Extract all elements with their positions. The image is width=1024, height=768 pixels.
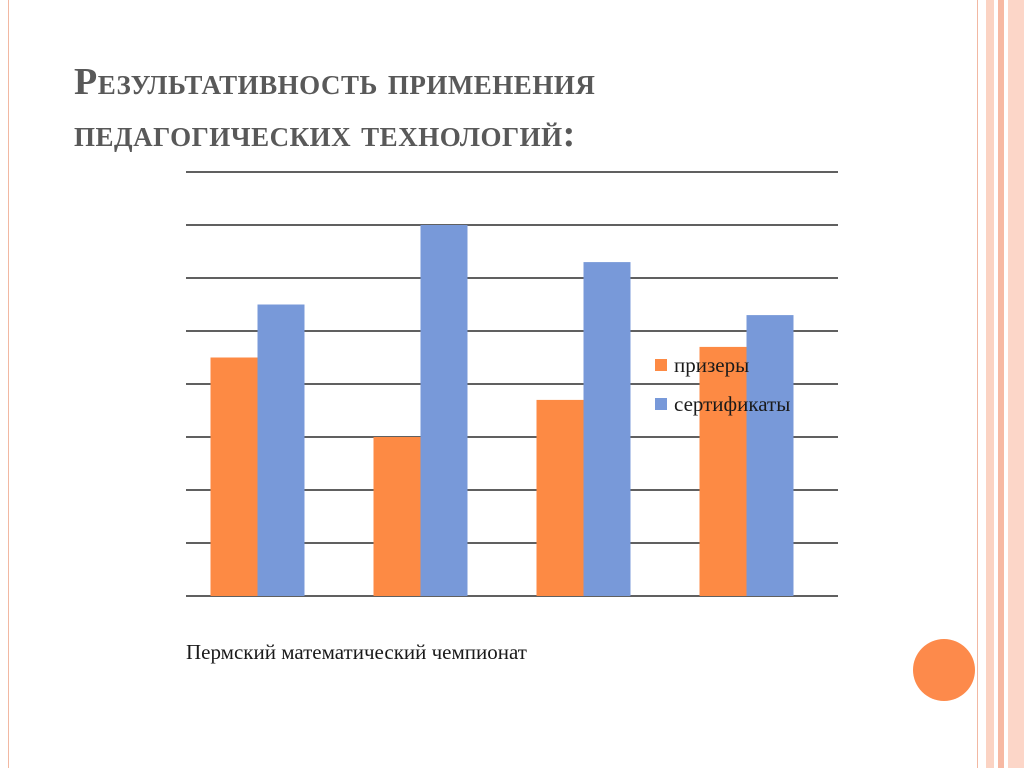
legend-swatch — [655, 398, 667, 410]
bar-certificates-2 — [420, 225, 468, 596]
right-stripe-3 — [1008, 0, 1024, 768]
slide-title: Результативность применения педагогическ… — [74, 61, 596, 155]
bar-prizers-4 — [699, 346, 747, 596]
bar-certificates-1 — [257, 304, 305, 596]
legend-swatch — [655, 359, 667, 371]
bar-prizers-2 — [373, 437, 421, 596]
legend-label: призеры — [674, 353, 749, 377]
bar-certificates-4 — [746, 315, 794, 596]
bar-prizers-1 — [210, 357, 258, 596]
right-stripe-1 — [986, 0, 994, 768]
legend-label: сертификаты — [674, 392, 790, 416]
chart-caption: Пермский математический чемпионат — [186, 640, 527, 664]
bar-certificates-3 — [583, 262, 631, 596]
right-stripe-2 — [998, 0, 1004, 768]
decorative-circle — [913, 639, 975, 701]
slide-frame — [8, 0, 978, 768]
bar-prizers-3 — [536, 399, 584, 596]
